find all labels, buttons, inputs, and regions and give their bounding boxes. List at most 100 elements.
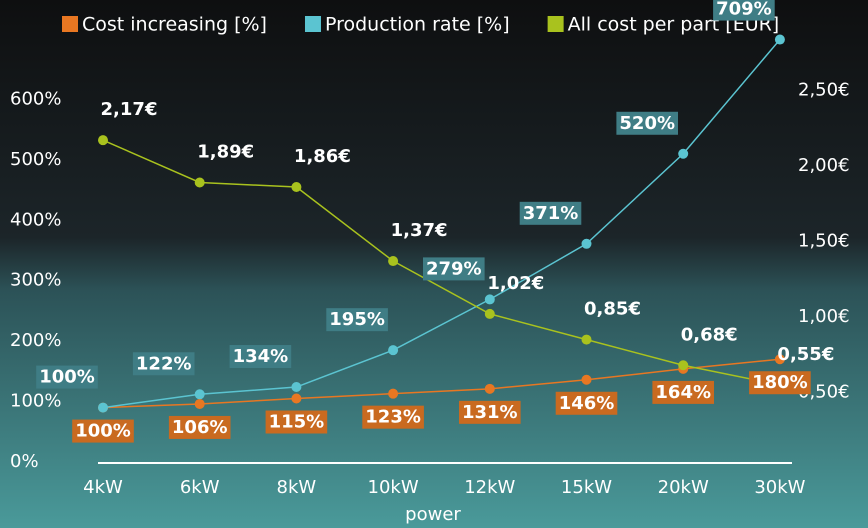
data-label: 146% (559, 393, 615, 414)
data-label: 709% (716, 0, 772, 20)
legend-swatch (62, 16, 78, 32)
y2-tick-label: 2,00€ (798, 155, 850, 176)
data-point (388, 256, 399, 267)
data-label-group: 1,86€ (294, 146, 351, 167)
data-point (388, 388, 399, 399)
data-label: 180% (752, 372, 808, 393)
x-axis-label: power (405, 504, 461, 525)
data-label-group: 180% (749, 371, 811, 395)
x-tick-label: 10kW (368, 477, 419, 498)
data-label-box (265, 410, 328, 434)
data-point (774, 34, 785, 45)
data-label-box (168, 415, 231, 439)
data-point (678, 360, 689, 371)
data-label: 131% (462, 402, 518, 423)
data-label-box (458, 400, 521, 424)
data-point (484, 383, 495, 394)
x-tick-label: 12kW (464, 477, 515, 498)
data-label-group: 520% (616, 111, 679, 135)
y2-tick-label: 0,50€ (798, 381, 850, 402)
y-tick-label: 200% (10, 330, 61, 351)
data-label-box (555, 391, 618, 415)
data-label-group: 279% (422, 257, 485, 281)
data-label: 1,02€ (487, 273, 544, 294)
legend-label: Cost increasing [%] (82, 14, 267, 36)
data-label-group: 709% (713, 0, 775, 21)
data-point (484, 294, 495, 305)
data-label: 520% (619, 113, 675, 134)
data-label-group: 2,17€ (101, 99, 158, 120)
data-point (581, 334, 592, 345)
data-label-box (652, 380, 715, 404)
data-label-group: 100% (36, 365, 98, 389)
data-point (484, 308, 495, 319)
legend-label: Production rate [%] (325, 14, 510, 36)
data-point (194, 398, 205, 409)
series-line (102, 39, 781, 409)
data-label-box (616, 111, 679, 135)
data-label-group: 123% (362, 405, 424, 429)
data-label: 0,55€ (777, 344, 834, 365)
data-point (581, 374, 592, 385)
data-point (291, 182, 302, 193)
y-tick-label: 300% (10, 270, 61, 291)
data-label: 1,37€ (391, 220, 448, 241)
x-tick-label: 8kW (277, 477, 317, 498)
data-label-box (132, 352, 195, 376)
data-label: 122% (136, 353, 192, 374)
data-point (98, 135, 108, 146)
data-label-group: 0,68€ (681, 324, 738, 345)
data-label-box (36, 365, 98, 389)
data-label-box (326, 308, 388, 332)
data-label-group: 131% (458, 400, 521, 424)
x-tick-label: 6kW (180, 477, 220, 498)
data-label: 1,89€ (197, 141, 254, 162)
data-label: 164% (655, 382, 711, 403)
series-line (102, 358, 780, 409)
y-tick-label: 400% (10, 209, 61, 230)
data-label-group: 134% (229, 345, 292, 369)
data-label: 279% (426, 258, 482, 279)
data-label-group: 1,89€ (197, 141, 254, 162)
data-label-group: 371% (519, 201, 582, 225)
data-label-box (713, 0, 775, 21)
data-label: 106% (172, 417, 228, 438)
data-point (194, 389, 205, 400)
y-tick-label: 0% (10, 451, 39, 472)
data-label-box (362, 405, 424, 429)
x-tick-label: 15kW (561, 477, 612, 498)
data-label-box (422, 257, 485, 281)
data-label: 100% (39, 367, 95, 388)
y2-tick-label: 1,00€ (798, 306, 850, 327)
data-point (291, 393, 302, 404)
data-point (194, 177, 205, 188)
data-label-box (72, 419, 134, 443)
data-label: 100% (75, 421, 131, 442)
data-label-group: 106% (168, 415, 231, 439)
data-label-group: 0,55€ (777, 344, 834, 365)
series-line (102, 139, 781, 386)
y2-tick-label: 1,50€ (798, 230, 850, 251)
data-label: 115% (269, 412, 325, 433)
data-label-group: 122% (132, 352, 195, 376)
legend-swatch (304, 16, 321, 32)
data-label-group: 146% (555, 391, 618, 415)
data-label-box (519, 201, 582, 225)
data-label-group: 0,85€ (584, 299, 641, 320)
data-point (98, 402, 108, 413)
data-label: 1,86€ (294, 146, 351, 167)
data-label-group: 164% (652, 380, 715, 404)
data-label-group: 195% (326, 308, 388, 332)
data-label-box (229, 345, 292, 369)
y-tick-label: 100% (10, 391, 61, 412)
data-label: 195% (329, 309, 385, 330)
data-point (581, 238, 592, 249)
data-point (291, 382, 302, 393)
data-label-box (749, 371, 811, 395)
data-label: 0,85€ (584, 299, 641, 320)
x-tick-label: 20kW (658, 477, 709, 498)
data-label: 123% (365, 407, 421, 428)
y2-tick-label: 2,50€ (798, 79, 850, 100)
data-label-group: 100% (72, 419, 134, 443)
